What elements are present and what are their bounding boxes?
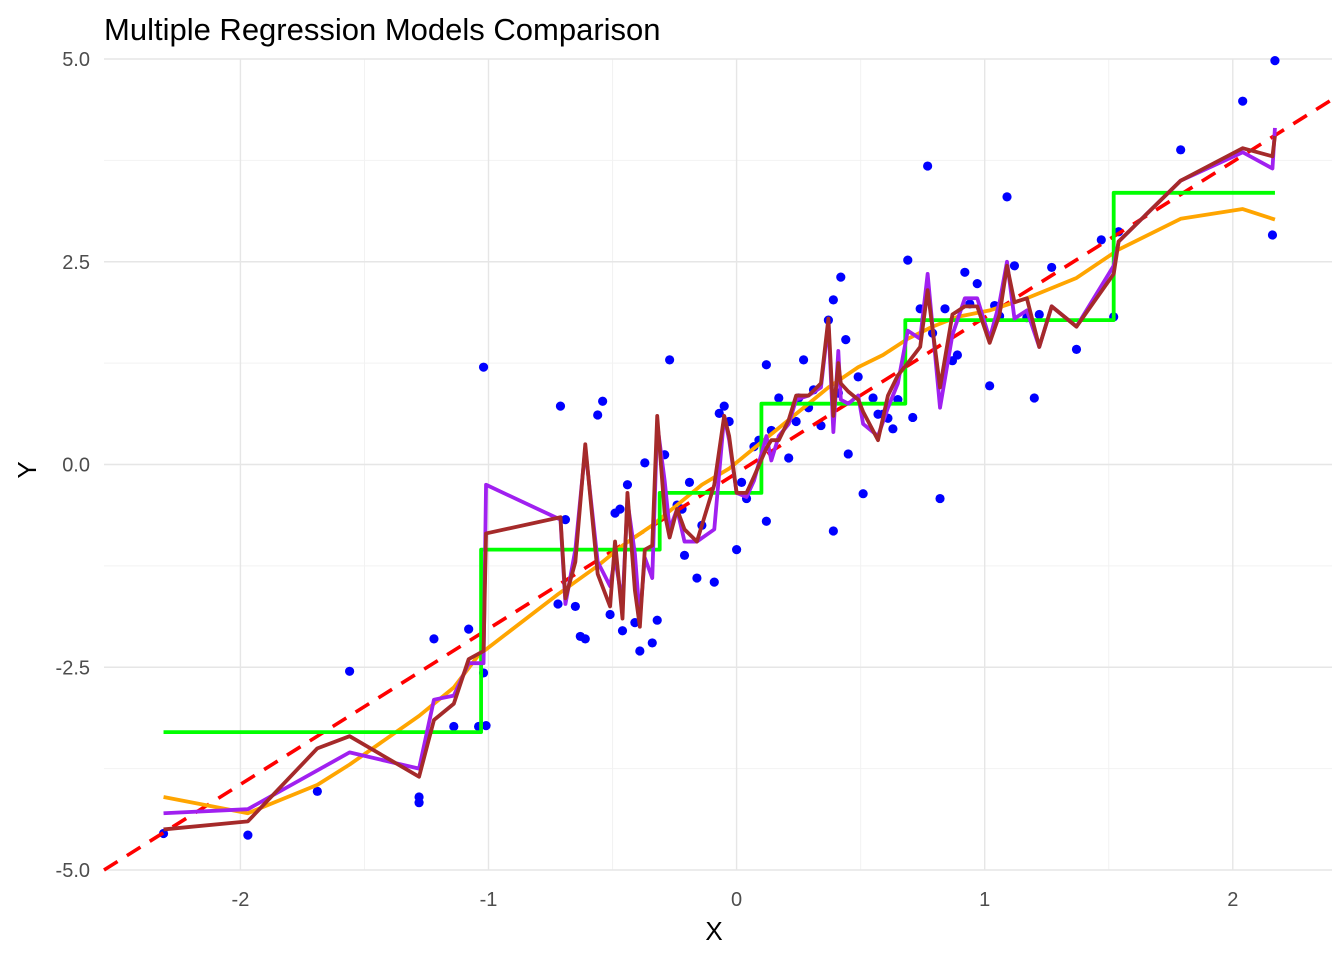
data-point — [647, 638, 657, 648]
data-point — [1270, 56, 1280, 66]
data-point — [853, 372, 863, 382]
x-tick-label: 2 — [1227, 889, 1238, 911]
data-point — [622, 480, 633, 490]
data-point — [828, 295, 838, 305]
y-axis-title: Y — [12, 461, 42, 478]
data-point — [714, 408, 724, 419]
data-point — [1047, 262, 1057, 273]
data-point — [665, 355, 675, 365]
data-point — [481, 721, 491, 731]
data-point — [605, 609, 615, 620]
data-point — [478, 362, 489, 372]
data-point — [858, 489, 868, 499]
data-point — [960, 267, 970, 277]
data-point — [709, 577, 719, 587]
data-point — [985, 381, 995, 391]
data-point — [580, 634, 590, 644]
data-point — [1029, 393, 1039, 403]
data-point — [784, 453, 794, 463]
data-point — [684, 477, 695, 487]
data-point — [560, 515, 571, 525]
data-point — [972, 279, 982, 289]
y-tick-label: -2.5 — [56, 657, 90, 679]
data-point — [635, 646, 645, 656]
data-point — [449, 721, 459, 732]
data-point — [679, 550, 690, 560]
data-point — [888, 424, 898, 434]
data-point — [798, 355, 809, 365]
series-layer — [103, 98, 1333, 872]
data-point — [1002, 192, 1012, 202]
data-point — [828, 526, 838, 536]
x-tick-label: 0 — [731, 889, 742, 911]
data-point — [1238, 96, 1248, 106]
data-point — [952, 350, 962, 360]
data-point — [935, 493, 945, 504]
series-line — [163, 135, 1277, 832]
y-tick-label: 0.0 — [62, 455, 90, 477]
data-point — [903, 255, 913, 265]
data-point — [1176, 145, 1186, 155]
data-point — [1034, 309, 1044, 320]
data-point — [692, 573, 702, 583]
data-point — [1267, 230, 1278, 240]
data-point — [464, 624, 474, 634]
data-point — [1096, 235, 1106, 245]
x-tick-label: 1 — [979, 889, 990, 911]
data-point — [732, 545, 742, 555]
x-tick-label: -1 — [480, 889, 498, 911]
data-point — [923, 161, 933, 171]
data-point — [598, 396, 608, 406]
x-tick-label: -2 — [232, 889, 250, 911]
data-point — [243, 830, 253, 840]
x-axis-title: X — [705, 916, 722, 946]
data-point — [640, 458, 650, 468]
data-point — [570, 601, 580, 612]
data-point — [868, 393, 878, 403]
data-point — [615, 504, 625, 514]
data-point — [1071, 344, 1082, 354]
data-point — [719, 401, 729, 411]
data-point — [593, 410, 603, 420]
data-point — [761, 360, 771, 370]
data-point — [761, 516, 771, 526]
grid — [104, 58, 1332, 871]
data-point — [652, 615, 662, 625]
data-point — [414, 792, 424, 802]
data-point — [940, 304, 950, 314]
data-point — [1009, 261, 1020, 271]
tick-labels: -2 -1 0 1 2 -5.0 -2.5 0.0 2.5 5.0 — [56, 49, 1239, 911]
data-point — [736, 477, 747, 487]
data-point — [836, 272, 846, 282]
data-point — [312, 786, 322, 796]
data-point — [908, 412, 918, 423]
data-point — [429, 634, 439, 644]
data-point — [555, 401, 566, 411]
data-point — [345, 666, 355, 676]
data-point — [791, 416, 801, 427]
series-line — [163, 190, 1275, 735]
y-tick-label: 5.0 — [62, 49, 90, 71]
y-tick-label: 2.5 — [62, 252, 90, 274]
data-point — [841, 335, 851, 345]
y-tick-label: -5.0 — [56, 860, 90, 882]
data-point — [774, 393, 784, 403]
chart-title: Multiple Regression Models Comparison — [104, 12, 661, 47]
data-point — [553, 599, 563, 609]
data-point — [843, 449, 853, 459]
data-point — [617, 626, 628, 636]
